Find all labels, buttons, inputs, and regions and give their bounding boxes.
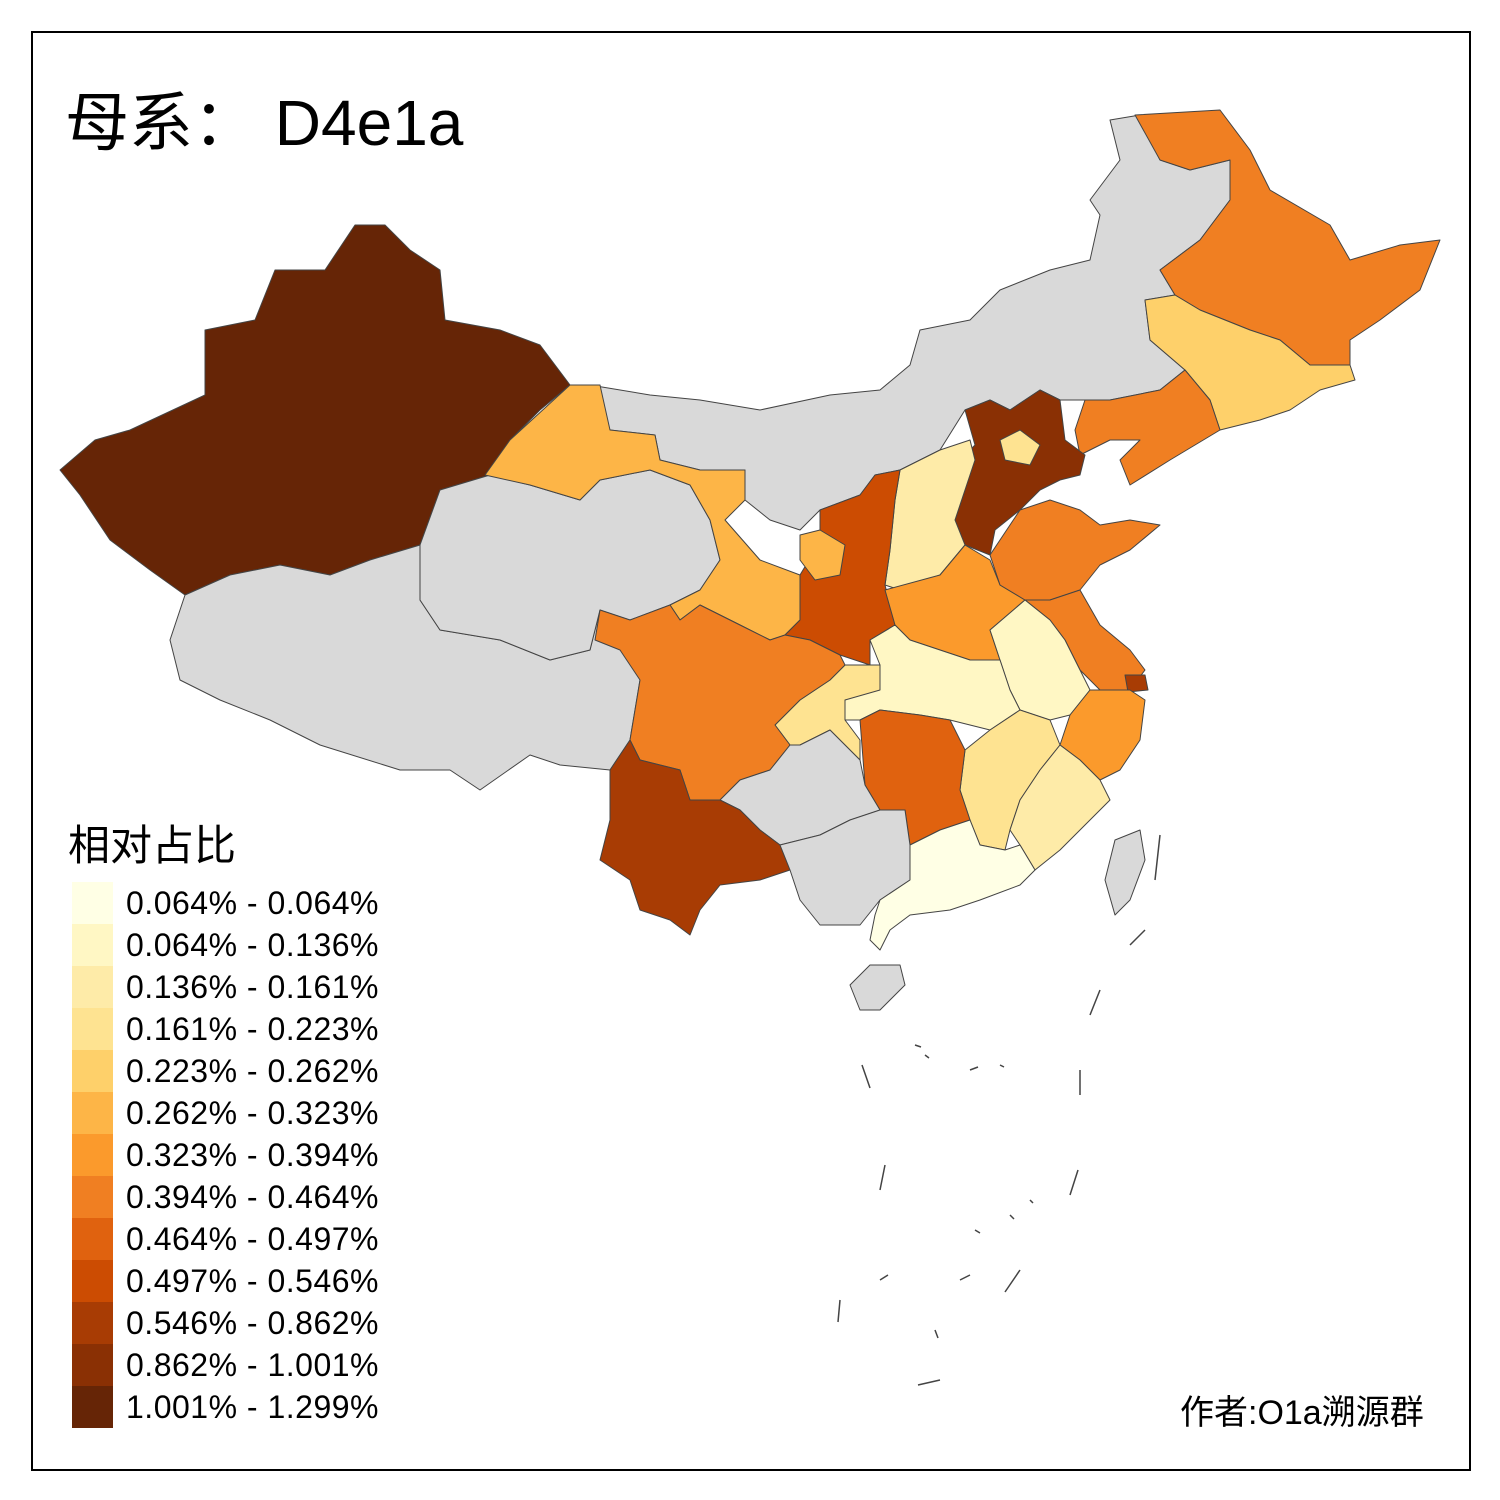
title-prefix: 母系： — [65, 87, 257, 161]
legend-item: 0.262% - 0.323% — [72, 1092, 379, 1134]
legend: 0.064% - 0.064% 0.064% - 0.136% 0.136% - 0… — [72, 882, 379, 1428]
legend-swatch — [72, 1218, 113, 1260]
author-credit: 作者:O1a溯源群 — [1180, 1394, 1424, 1432]
legend-swatch — [72, 1344, 113, 1386]
legend-item: 0.323% - 0.394% — [72, 1134, 379, 1176]
legend-label: 0.262% - 0.323% — [126, 1094, 379, 1131]
map-title: 母系： D4e1a — [65, 72, 463, 164]
legend-label: 0.161% - 0.223% — [126, 1010, 379, 1047]
legend-label: 0.323% - 0.394% — [126, 1136, 379, 1173]
region-ningxia — [799, 529, 846, 581]
legend-label: 0.464% - 0.497% — [126, 1220, 379, 1257]
legend-item: 0.064% - 0.136% — [72, 924, 379, 966]
legend-item: 0.464% - 0.497% — [72, 1218, 379, 1260]
legend-item: 0.223% - 0.262% — [72, 1050, 379, 1092]
legend-swatch — [72, 966, 113, 1008]
legend-label: 0.497% - 0.546% — [126, 1262, 379, 1299]
legend-swatch — [72, 1050, 113, 1092]
legend-item: 1.001% - 1.299% — [72, 1386, 379, 1428]
region-fujian — [1009, 744, 1111, 871]
legend-item: 0.497% - 0.546% — [72, 1260, 379, 1302]
legend-label: 0.064% - 0.064% — [126, 884, 379, 921]
legend-item: 0.161% - 0.223% — [72, 1008, 379, 1050]
region-yunnan — [599, 739, 791, 936]
legend-swatch — [72, 1008, 113, 1050]
south-china-sea-islands — [837, 834, 1161, 1386]
legend-item: 0.064% - 0.064% — [72, 882, 379, 924]
region-hainan — [849, 964, 906, 1011]
legend-item: 0.394% - 0.464% — [72, 1176, 379, 1218]
region-liaoning — [1074, 369, 1221, 486]
legend-swatch — [72, 924, 113, 966]
legend-swatch — [72, 1260, 113, 1302]
haplogroup-name: D4e1a — [274, 87, 464, 159]
legend-label: 0.546% - 0.862% — [126, 1304, 379, 1341]
region-taiwan — [1104, 829, 1146, 916]
legend-label: 0.136% - 0.161% — [126, 968, 379, 1005]
legend-swatch — [72, 1134, 113, 1176]
legend-label: 0.064% - 0.136% — [126, 926, 379, 963]
region-guangdong — [869, 819, 1036, 951]
legend-swatch — [72, 1092, 113, 1134]
legend-label: 0.862% - 1.001% — [126, 1346, 379, 1383]
legend-item: 0.546% - 0.862% — [72, 1302, 379, 1344]
legend-swatch — [72, 1302, 113, 1344]
legend-label: 1.001% - 1.299% — [126, 1388, 379, 1425]
legend-item: 0.136% - 0.161% — [72, 966, 379, 1008]
legend-swatch — [72, 1386, 113, 1428]
region-shaanxi — [784, 469, 901, 666]
legend-label: 0.223% - 0.262% — [126, 1052, 379, 1089]
region-beijing — [999, 429, 1041, 466]
legend-title: 相对占比 — [68, 821, 237, 870]
map-frame — [31, 31, 1471, 1471]
region-shandong — [989, 499, 1161, 601]
legend-label: 0.394% - 0.464% — [126, 1178, 379, 1215]
legend-item: 0.862% - 1.001% — [72, 1344, 379, 1386]
region-shanghai — [1124, 674, 1149, 693]
legend-swatch — [72, 882, 113, 924]
legend-swatch — [72, 1176, 113, 1218]
